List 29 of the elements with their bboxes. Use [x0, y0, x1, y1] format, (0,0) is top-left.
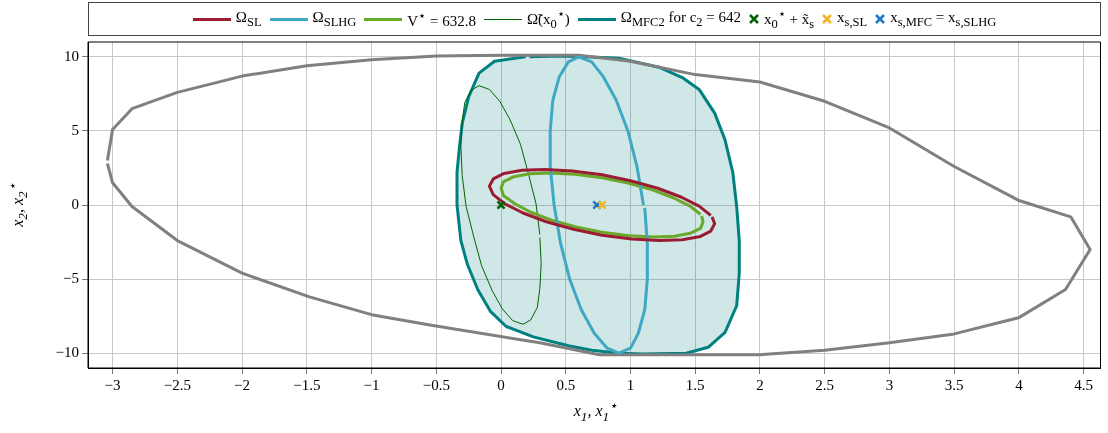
- legend-label: Ω̃(x$_{0}$$^{⋆}$): [526, 6, 570, 32]
- x-tick-label: 0.5: [556, 376, 576, 393]
- x-tick-label: 2.5: [815, 376, 835, 393]
- x-tick-label: −2: [234, 376, 251, 393]
- y-tick-label: 5: [71, 121, 79, 138]
- legend-label: Ω$_{SL}$: [235, 8, 262, 30]
- legend-label: x$_{s,MFC}$ = x$_{s,SLHG}$: [890, 8, 997, 30]
- legend-label: Ω$_{SLHG}$: [312, 8, 357, 30]
- x-tick-label: 4: [1015, 376, 1024, 393]
- x-tick-label: 3: [885, 376, 894, 393]
- legend-label: x$_{s,SL}$: [837, 8, 868, 30]
- x-tick-label: −1: [363, 376, 380, 393]
- x-tick-label: 0: [497, 376, 505, 393]
- x-tick-label: −3: [104, 376, 121, 393]
- legend-label: x$_{0}$$^{⋆}$ + x̃$_{s}$: [764, 6, 815, 32]
- x-tick-label: 1: [626, 376, 635, 393]
- x-tick-label: 3.5: [944, 376, 964, 393]
- x-tick-label: −1.5: [293, 376, 321, 393]
- x-tick-label: 1.5: [685, 376, 705, 393]
- x-tick-label: −2.5: [163, 376, 191, 393]
- x-tick-label: 2: [756, 376, 764, 393]
- y-tick-label: 10: [64, 47, 79, 64]
- legend-label: V$^{⋆}$ = 632.8: [407, 8, 476, 30]
- x-tick-label: −0.5: [422, 376, 450, 393]
- legend-label: Ω$_{MFC2}$ for c$_{2}$ = 642: [620, 8, 742, 30]
- y-tick-label: 0: [71, 195, 79, 212]
- y-tick-label: −5: [63, 270, 79, 287]
- y-tick-label: −10: [55, 344, 79, 361]
- x-tick-label: 4.5: [1074, 376, 1094, 393]
